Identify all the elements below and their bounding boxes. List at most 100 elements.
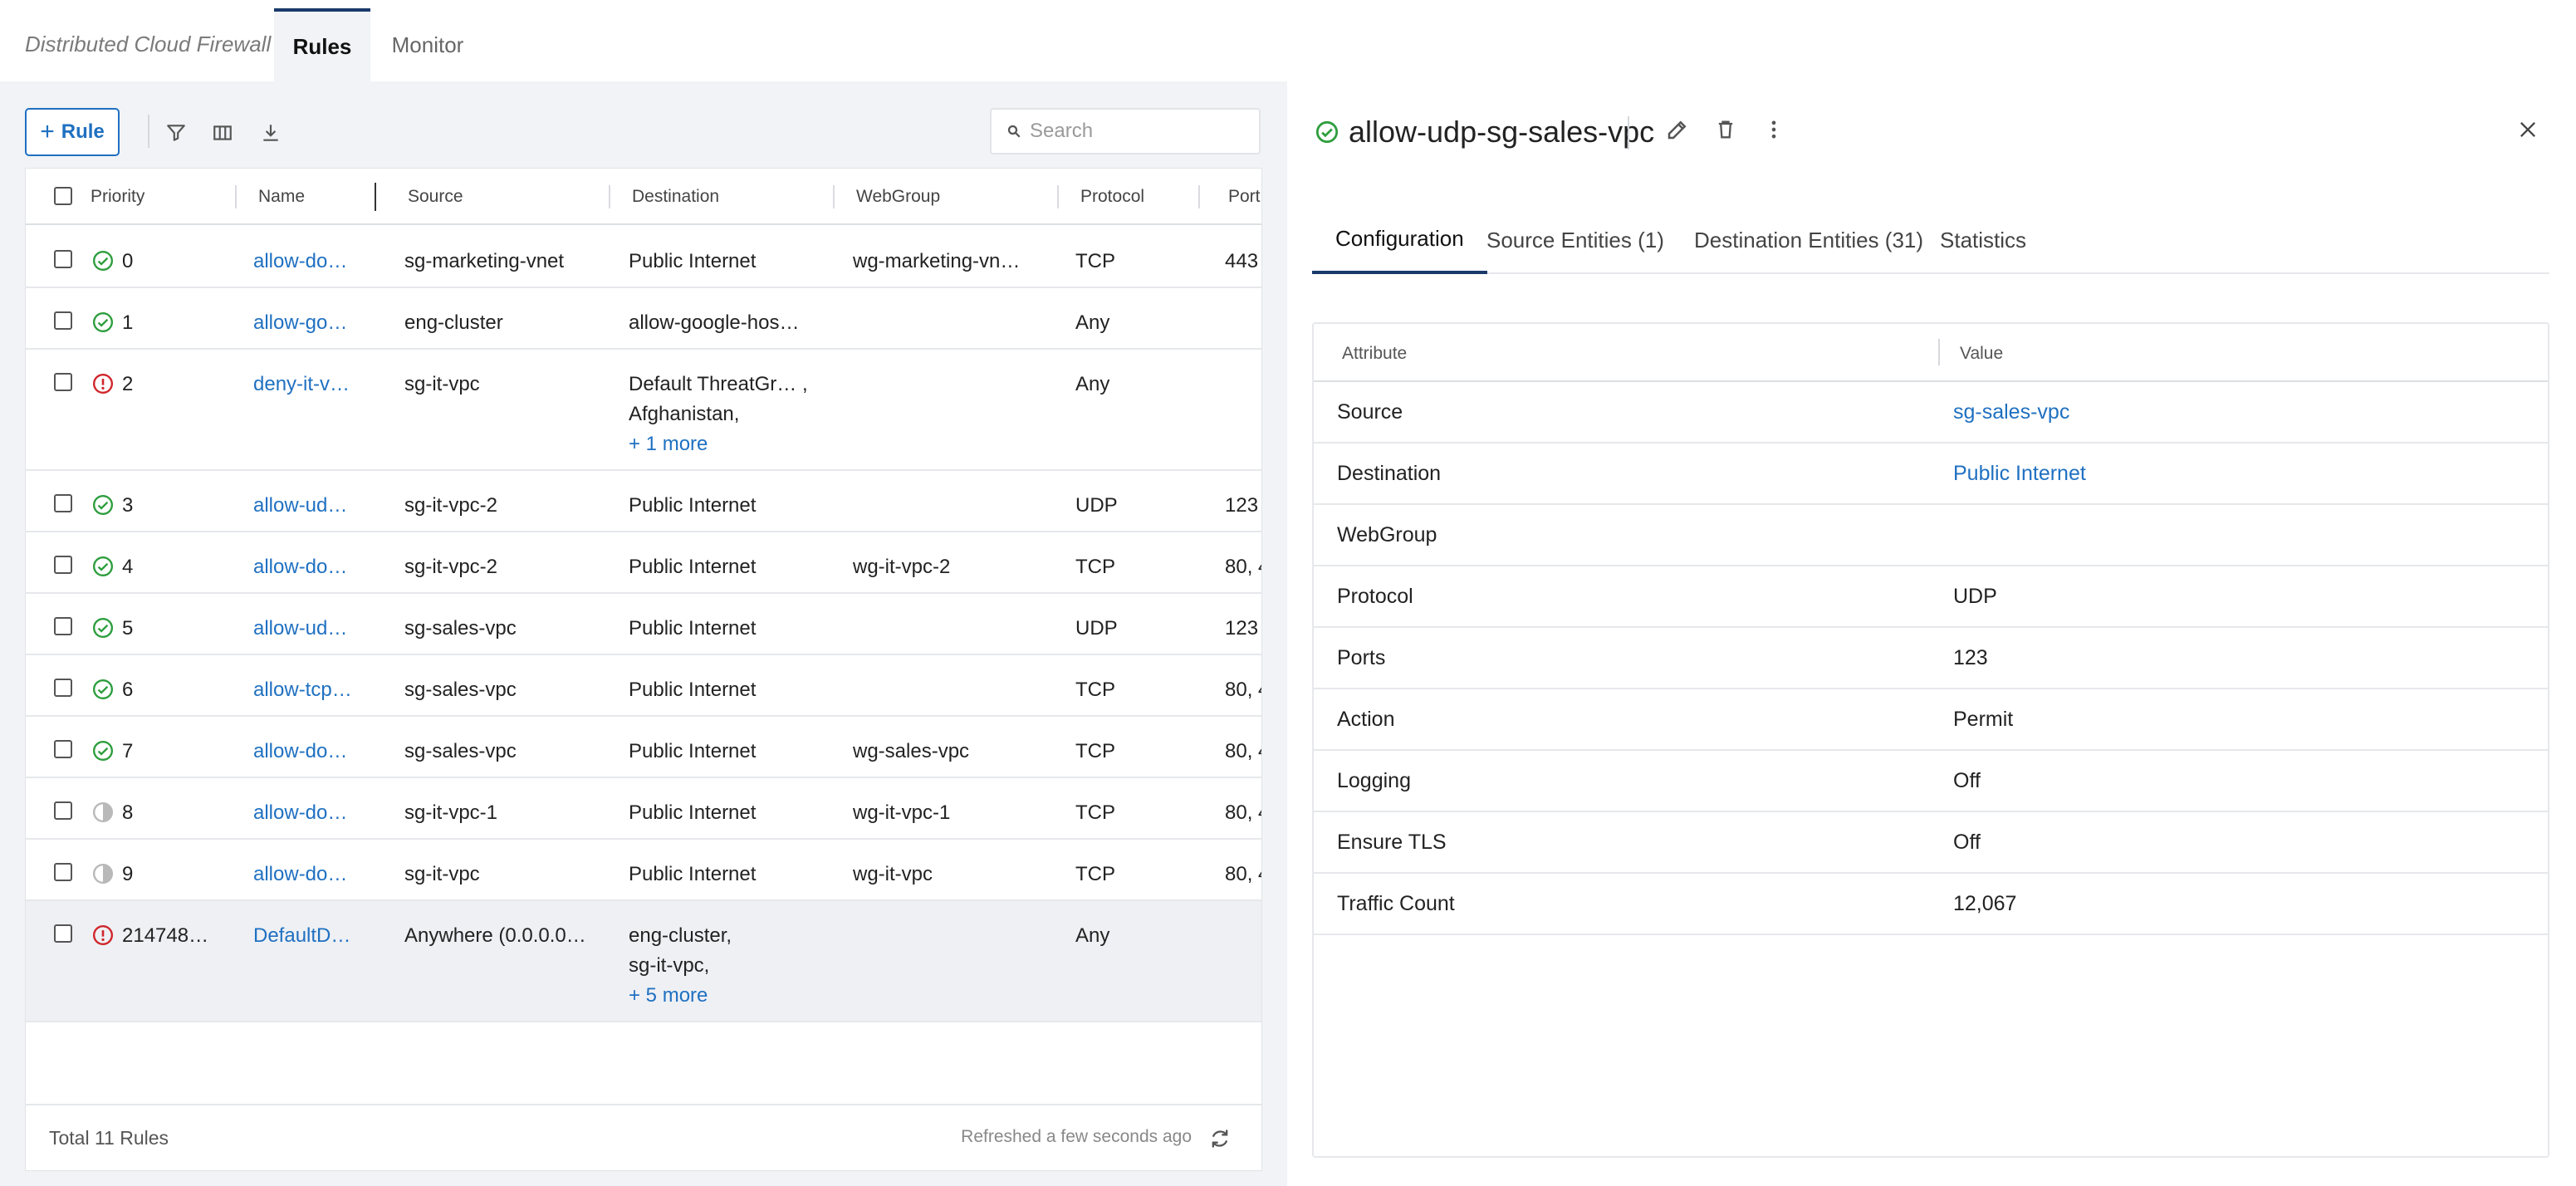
column-priority[interactable]: Priority [91,187,145,206]
attribute-value-link[interactable]: sg-sales-vpc [1953,400,2070,424]
attribute-value: 12,067 [1953,892,2017,915]
attribute-value-link[interactable]: Public Internet [1953,462,2086,485]
rule-name-link[interactable]: allow-ud… [253,494,348,517]
table-row[interactable]: 0 allow-do… sg-marketing-vnet Public Intern… [26,227,1261,288]
rules-panel: + Rule Search Priority Name Source Desti… [0,81,1287,1186]
row-checkbox[interactable] [54,924,72,943]
filter-icon[interactable] [159,116,193,149]
row-checkbox[interactable] [54,740,72,758]
column-name[interactable]: Name [258,187,306,206]
attribute-name: Ensure TLS [1337,831,1447,854]
rule-name-link[interactable]: allow-do… [253,801,348,824]
row-checkbox[interactable] [54,863,72,881]
destination-cell: Public Internet [629,801,757,824]
row-checkbox[interactable] [54,250,72,268]
columns-icon[interactable] [206,116,239,149]
table-row[interactable]: 1 allow-go… eng-cluster allow-google-hos… An… [26,288,1261,350]
column-resize-handle[interactable] [375,183,376,211]
column-source[interactable]: Source [408,187,463,206]
source-cell: sg-sales-vpc [404,617,517,640]
rule-name-link[interactable]: DefaultD… [253,924,351,947]
total-rules-count: Total 11 Rules [49,1127,169,1149]
ports-cell: 123 [1225,494,1259,517]
tab-rules[interactable]: Rules [274,8,370,81]
row-checkbox[interactable] [54,494,72,512]
column-destination[interactable]: Destination [632,187,720,206]
tab-source-entities[interactable]: Source Entities (1) [1486,227,1664,252]
attribute-name: Traffic Count [1337,892,1455,915]
row-checkbox[interactable] [54,311,72,330]
table-row[interactable]: 7 allow-do… sg-sales-vpc Public Internet wg-… [26,717,1261,778]
rule-name-link[interactable]: allow-ud… [253,617,348,640]
tab-destination-entities[interactable]: Destination Entities (31) [1694,227,1924,252]
attribute-value: UDP [1953,585,1997,608]
attribute-row: Logging Off [1314,751,2548,812]
download-icon[interactable] [254,116,287,149]
rule-name-link[interactable]: allow-do… [253,863,348,885]
rule-name-link[interactable]: deny-it-v… [253,373,350,395]
refresh-icon[interactable] [1208,1127,1233,1152]
ports-cell: 80, 4 [1225,679,1261,701]
attribute-name: Source [1337,400,1403,424]
row-checkbox[interactable] [54,373,72,391]
add-rule-button[interactable]: + Rule [25,108,120,156]
source-cell: Anywhere (0.0.0.0… [404,924,586,947]
destination-cell: Public Internet [629,250,757,272]
attribute-row: Traffic Count 12,067 [1314,874,2548,935]
tab-monitor[interactable]: Monitor [391,32,464,57]
column-protocol[interactable]: Protocol [1080,187,1145,206]
select-all-checkbox[interactable] [54,187,72,205]
table-row[interactable]: 3 allow-ud… sg-it-vpc-2 Public Internet UDP 1… [26,471,1261,532]
destination-line: eng-cluster, [629,924,732,947]
ports-cell: 80, 4 [1225,801,1261,824]
attributes-header: Attribute Value [1314,324,2548,382]
column-separator [1198,185,1200,208]
status-ok-icon [1315,120,1339,144]
table-row[interactable]: 5 allow-ud… sg-sales-vpc Public Internet UDP… [26,594,1261,655]
detail-header: allow-udp-sg-sales-vpc [1315,115,1654,149]
attribute-name: Logging [1337,769,1411,792]
attribute-value: Off [1953,769,1981,792]
edit-icon[interactable] [1661,113,1694,146]
delete-icon[interactable] [1709,113,1742,146]
rule-name-link[interactable]: allow-do… [253,740,348,762]
row-checkbox[interactable] [54,801,72,820]
table-row[interactable]: 6 allow-tcp… sg-sales-vpc Public Internet TC… [26,655,1261,717]
search-input[interactable]: Search [990,108,1261,154]
more-options-icon[interactable] [1757,113,1790,146]
column-port[interactable]: Port [1228,187,1261,206]
row-checkbox[interactable] [54,617,72,635]
column-separator [235,185,237,208]
ports-cell: 80, 4 [1225,556,1261,578]
webgroup-cell: wg-it-vpc [853,863,933,885]
rule-name-link[interactable]: allow-do… [253,250,348,272]
table-row[interactable]: 9 allow-do… sg-it-vpc Public Internet wg-it-… [26,840,1261,901]
table-row[interactable]: 2 deny-it-v… sg-it-vpc Default ThreatGr… , A… [26,350,1261,471]
row-checkbox[interactable] [54,679,72,697]
priority-cell: 6 [122,679,134,701]
protocol-cell: TCP [1075,863,1115,885]
rule-name-link[interactable]: allow-do… [253,556,348,578]
source-cell: sg-it-vpc [404,373,480,395]
table-row[interactable]: 214748… DefaultD… Anywhere (0.0.0.0… eng-cl… [26,901,1261,1022]
close-icon[interactable] [2511,113,2544,146]
column-webgroup[interactable]: WebGroup [856,187,941,206]
protocol-cell: Any [1075,924,1110,947]
priority-cell: 2 [122,373,134,395]
table-row[interactable]: 4 allow-do… sg-it-vpc-2 Public Internet wg-i… [26,532,1261,594]
rule-name-link[interactable]: allow-tcp… [253,679,352,701]
attribute-row: Source sg-sales-vpc [1314,382,2548,444]
attribute-row: Action Permit [1314,689,2548,751]
destination-more-link[interactable]: + 5 more [629,984,708,1007]
column-separator [1938,339,1940,365]
attributes-table: Attribute Value Source sg-sales-vpc Destin… [1312,322,2549,1158]
attribute-name: Protocol [1337,585,1413,608]
webgroup-cell: wg-marketing-vn… [853,250,1021,272]
table-row[interactable]: 8 allow-do… sg-it-vpc-1 Public Internet wg-i… [26,778,1261,840]
tab-statistics[interactable]: Statistics [1940,227,2027,252]
destination-more-link[interactable]: + 1 more [629,433,708,455]
tab-configuration[interactable]: Configuration [1312,206,1487,274]
add-rule-label: Rule [61,120,105,143]
rule-name-link[interactable]: allow-go… [253,311,348,334]
row-checkbox[interactable] [54,556,72,574]
